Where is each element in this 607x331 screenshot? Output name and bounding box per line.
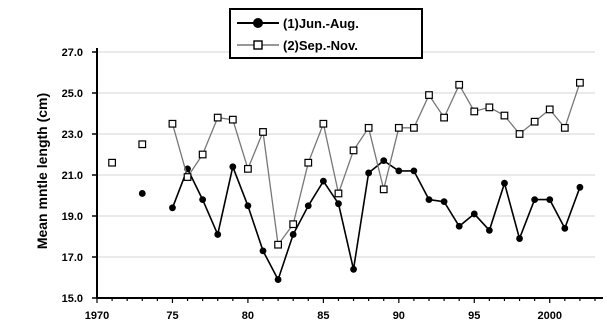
data-point (545, 105, 554, 114)
data-point (274, 240, 282, 249)
data-point (410, 123, 418, 132)
series-2-line (171, 82, 581, 247)
data-point (470, 107, 479, 116)
data-point (199, 196, 207, 204)
y-tick-label: 15.0 (62, 293, 83, 305)
legend-series-2-marker (253, 40, 263, 50)
legend-series-2-label: (2)Sep.-Nov. (283, 38, 358, 53)
data-point (410, 167, 418, 175)
data-point (334, 189, 343, 198)
y-tick-label: 25.0 (62, 88, 83, 100)
x-tick-labels: 1970 75 80 85 90 95 2000 (85, 310, 562, 322)
legend: (1)Jun.-Aug. (2)Sep.-Nov. (229, 8, 423, 59)
data-point (319, 119, 328, 128)
data-point (319, 177, 327, 185)
data-point (289, 220, 298, 229)
data-point (214, 231, 222, 238)
data-point (530, 117, 539, 126)
data-point (229, 163, 237, 171)
data-point (335, 200, 342, 208)
x-tick-label: 75 (166, 310, 178, 322)
data-point (440, 113, 448, 122)
data-point (561, 224, 569, 232)
x-tick-label: 90 (393, 310, 405, 322)
data-point (364, 123, 373, 132)
series-1 (138, 157, 584, 283)
series-2 (108, 78, 584, 249)
y-tick-label: 21.0 (62, 170, 83, 182)
data-point (455, 222, 463, 230)
gridlines (97, 51, 595, 258)
data-point (379, 185, 388, 194)
data-point (213, 113, 222, 122)
data-point (259, 247, 267, 255)
data-point (138, 190, 146, 197)
y-tick-label: 19.0 (62, 211, 83, 223)
y-tick-labels: 27.0 25.0 23.0 21.0 19.0 17.0 15.0 (62, 47, 83, 305)
data-point (560, 123, 569, 132)
data-point (274, 276, 282, 283)
axes (92, 48, 603, 303)
data-point (395, 167, 403, 175)
data-point (244, 164, 252, 173)
data-point (501, 179, 508, 187)
y-tick-label: 27.0 (62, 47, 83, 59)
data-point (168, 119, 177, 128)
series-group (108, 78, 584, 283)
data-point (108, 158, 116, 167)
data-point (183, 173, 192, 181)
data-point (500, 111, 509, 120)
x-tick-label: 2000 (537, 310, 561, 322)
data-point (394, 123, 403, 132)
y-axis-label: Mean mntle length (cm) (34, 93, 50, 249)
series-1-line (171, 159, 581, 282)
legend-series-1-label: (1)Jun.-Aug. (283, 16, 359, 31)
data-point (515, 130, 524, 138)
data-point (228, 115, 237, 124)
data-point (485, 226, 493, 234)
data-point (350, 265, 357, 273)
data-point (546, 196, 554, 204)
data-point (349, 146, 358, 155)
data-point (440, 198, 448, 206)
data-point (470, 210, 478, 218)
data-point (485, 103, 494, 112)
data-point (425, 196, 433, 204)
y-tick-label: 17.0 (62, 252, 83, 264)
data-point (380, 157, 388, 165)
data-point (304, 158, 313, 167)
legend-series-1-marker (253, 18, 263, 28)
data-point (425, 91, 433, 99)
data-point (169, 204, 176, 212)
data-point (198, 150, 207, 159)
data-point (576, 183, 584, 191)
x-tick-label: 95 (468, 310, 480, 322)
data-point (516, 235, 523, 242)
y-tick-label: 23.0 (62, 129, 83, 141)
data-point (304, 202, 312, 210)
data-point (576, 78, 584, 87)
data-point (138, 140, 147, 149)
data-point (259, 128, 267, 136)
data-point (455, 80, 464, 89)
data-point (365, 169, 373, 177)
data-point (289, 231, 297, 238)
legend-box (229, 8, 423, 59)
x-tick-label: 85 (317, 310, 329, 322)
data-point (244, 202, 252, 210)
x-tick-label: 80 (242, 310, 254, 322)
data-point (531, 196, 539, 204)
x-tick-label: 1970 (85, 310, 109, 322)
